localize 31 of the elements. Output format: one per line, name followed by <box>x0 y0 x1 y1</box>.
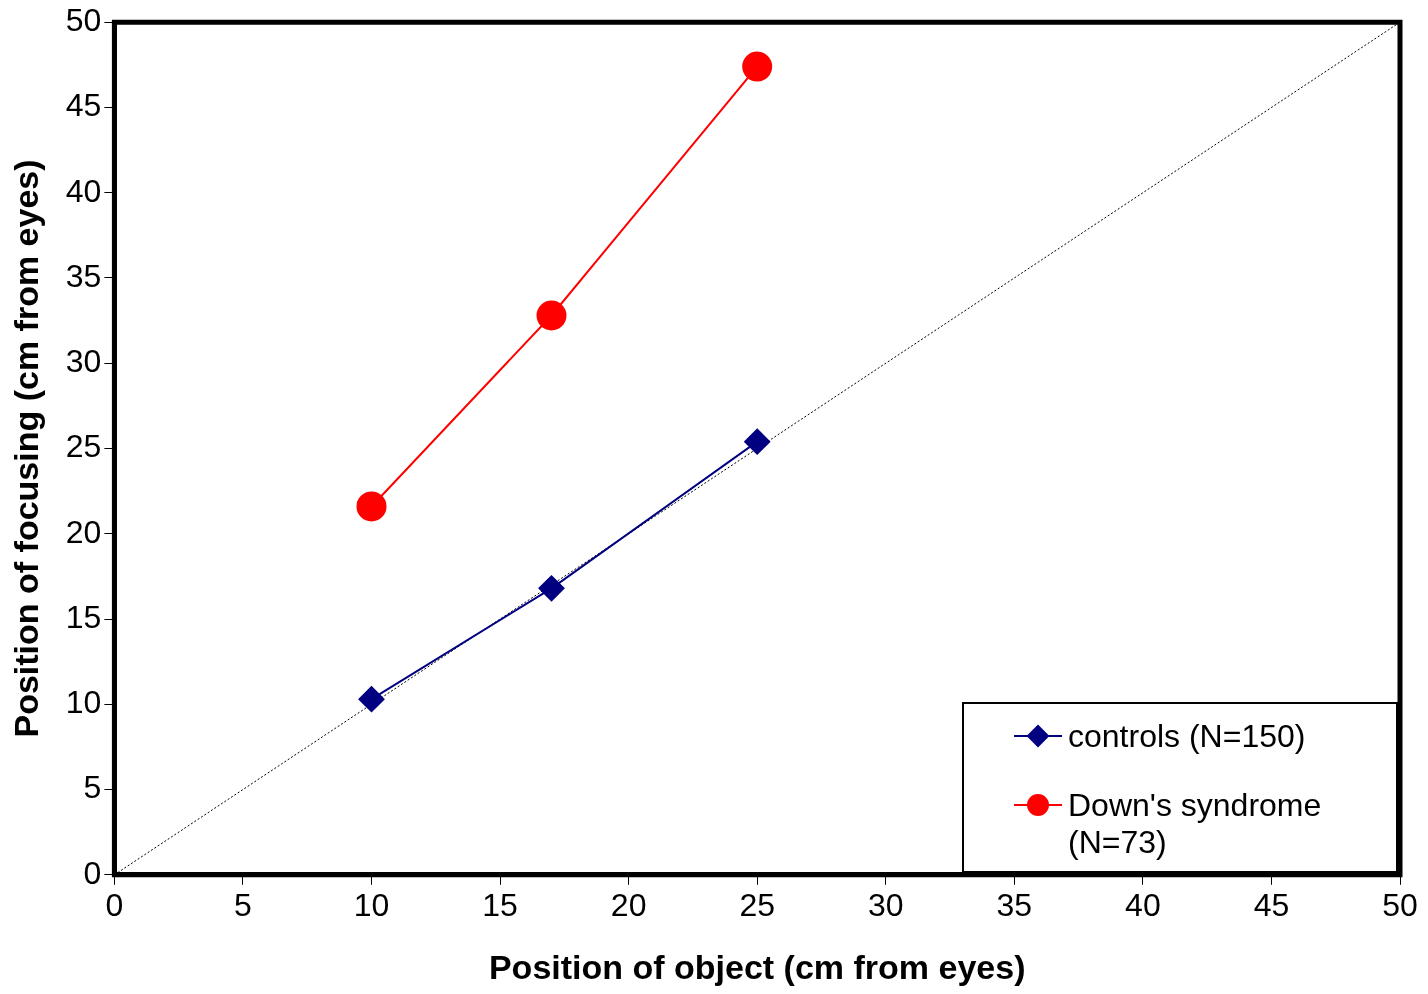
x-tick-label: 15 <box>482 886 518 923</box>
x-tick-label: 40 <box>1125 886 1161 923</box>
y-tick-label: 5 <box>83 769 102 806</box>
legend-label: controls (N=150) <box>1068 717 1306 755</box>
point <box>538 575 565 602</box>
y-tick-label: 25 <box>65 428 102 465</box>
x-tick-label: 20 <box>610 886 647 923</box>
x-tick-label: 35 <box>996 886 1033 923</box>
y-tick-label: 0 <box>83 854 102 891</box>
legend-label: Down's syndrome (N=73) <box>1068 786 1323 861</box>
point <box>358 686 385 713</box>
x-tick-label: 5 <box>234 886 252 923</box>
point <box>744 428 771 455</box>
y-tick-label: 35 <box>65 257 102 294</box>
y-tick-label: 15 <box>65 598 102 635</box>
x-axis-title: Position of object (cm from eyes) <box>488 947 1026 986</box>
point <box>742 51 773 82</box>
x-tick-label: 10 <box>353 886 390 923</box>
x-tick-label: 30 <box>867 886 904 923</box>
y-tick-label: 50 <box>65 2 102 39</box>
x-tick-label: 45 <box>1253 886 1290 923</box>
y-axis-title: Position of focusing (cm from eyes) <box>6 159 45 738</box>
y-tick-label: 30 <box>65 343 102 380</box>
x-tick-label: 25 <box>739 886 775 923</box>
x-tick-label: 50 <box>1382 886 1418 923</box>
y-tick-label: 40 <box>65 172 102 209</box>
y-tick-label: 10 <box>65 684 102 721</box>
y-tick-label: 45 <box>65 87 102 124</box>
y-tick-label: 20 <box>65 513 102 550</box>
point <box>536 300 567 331</box>
point <box>356 491 387 522</box>
